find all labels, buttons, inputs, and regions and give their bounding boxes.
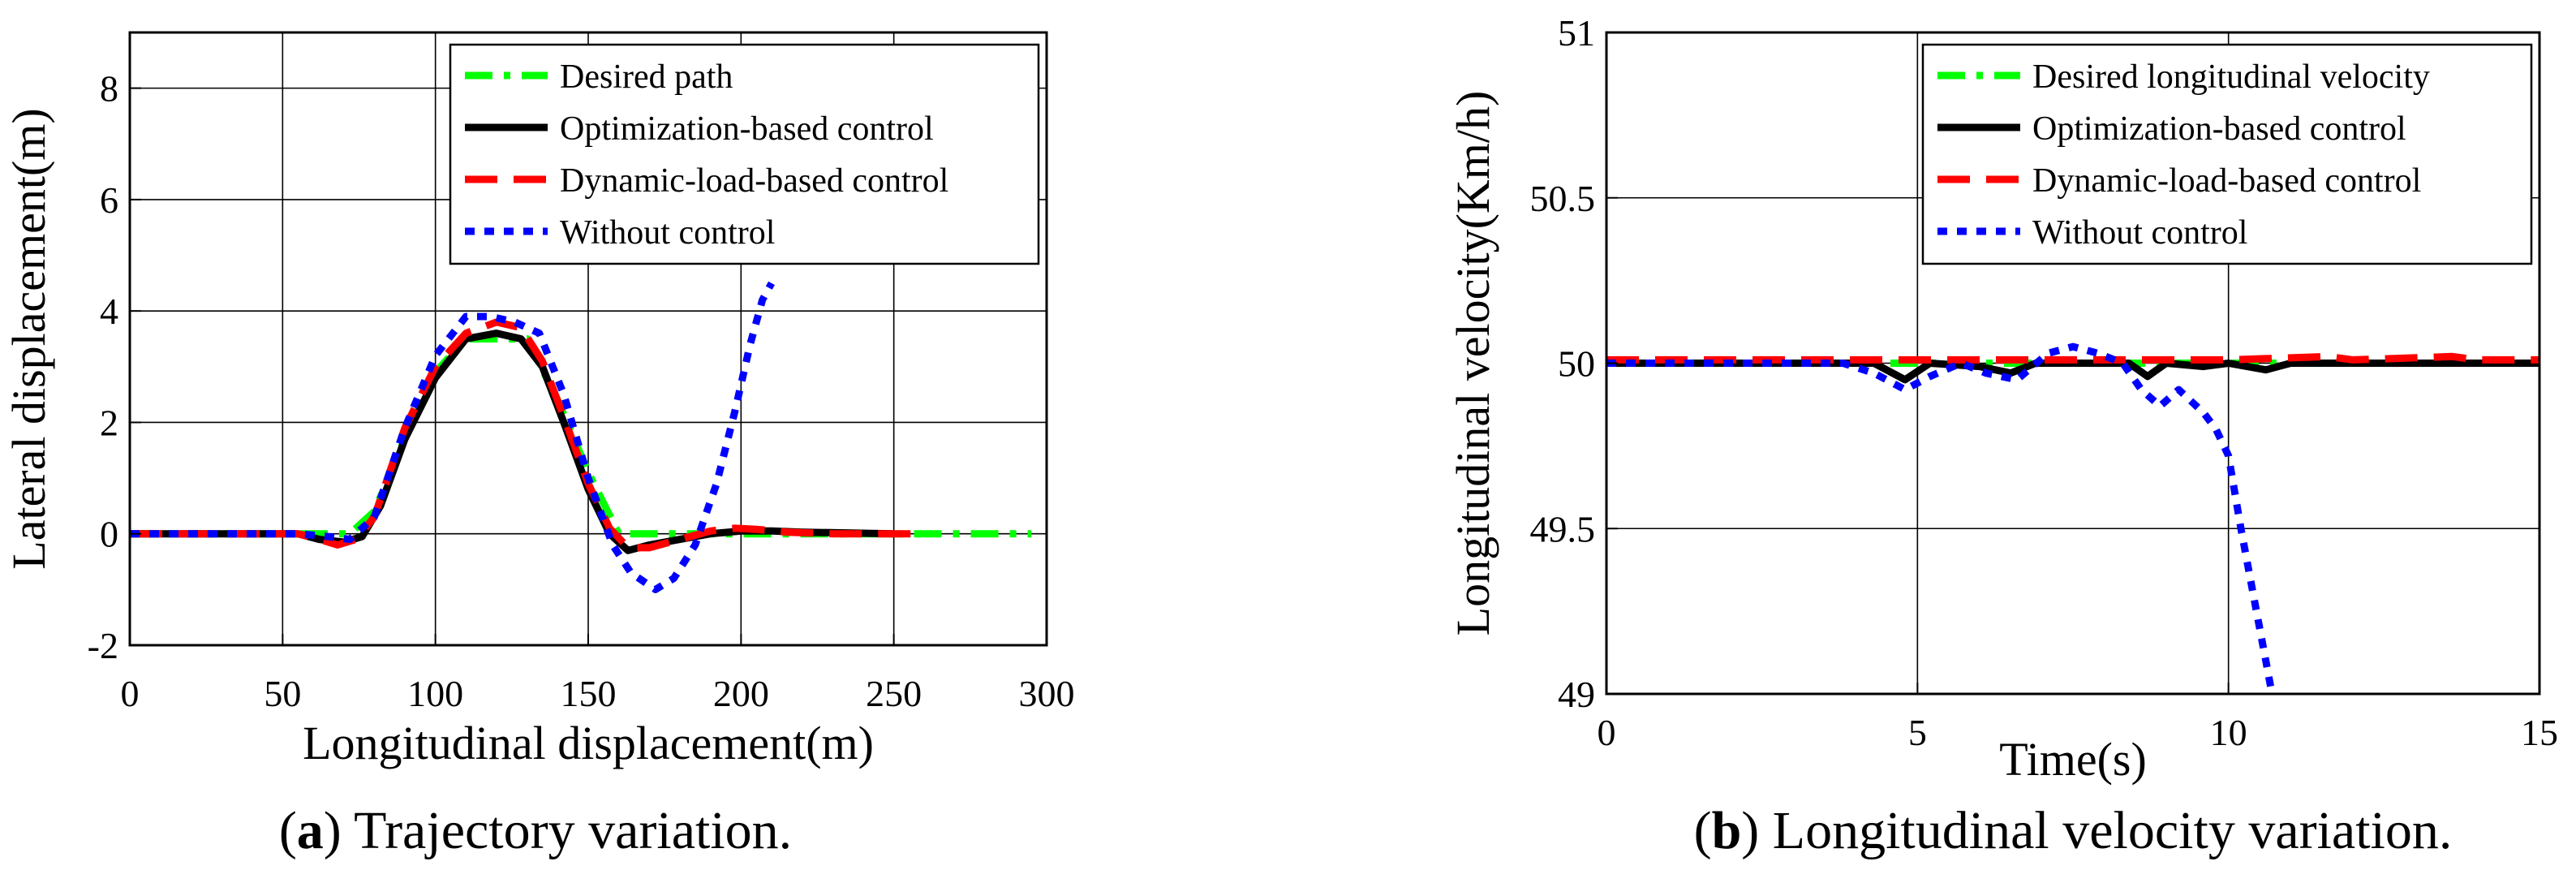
legend-label: Optimization-based control: [2032, 110, 2406, 148]
x-tick-label: 0: [121, 673, 140, 714]
caption-paren-open: (: [1694, 801, 1712, 860]
y-tick-label: 50.5: [1530, 178, 1596, 219]
caption-letter: a: [297, 801, 324, 860]
legend-label: Optimization-based control: [560, 110, 934, 148]
series-line-without-control: [1606, 342, 2276, 694]
x-tick-label: 100: [407, 673, 463, 714]
legend-box: [1921, 43, 2533, 265]
y-tick-label: 0: [100, 514, 118, 555]
caption-letter: b: [1712, 801, 1742, 860]
y-axis-label: Lateral displacement(m): [2, 108, 55, 569]
legend-label: Without control: [2032, 214, 2247, 252]
legend-box: [449, 43, 1040, 265]
y-tick-label: 51: [1558, 12, 1595, 54]
x-axis-label: Longitudinal displacement(m): [303, 717, 874, 769]
caption-paren-open: (: [279, 801, 297, 860]
legend-label: Without control: [560, 214, 775, 252]
x-tick-label: 15: [2521, 712, 2558, 753]
y-tick-label: 49: [1558, 674, 1595, 715]
y-tick-label: -2: [88, 625, 118, 666]
x-tick-label: 150: [561, 673, 617, 714]
caption-text: ) Trajectory variation.: [324, 801, 792, 860]
x-tick-label: 0: [1598, 712, 1616, 753]
x-axis-label: Time(s): [1999, 733, 2147, 786]
y-tick-label: 2: [100, 402, 118, 443]
legend-label: Dynamic-load-based control: [2032, 162, 2421, 200]
y-tick-label: 4: [100, 291, 118, 332]
chart-longitudinal-velocity-variation: 0 5 10 15 49 49.5 50 50.5 51 Time(s) Longitudinal …: [1447, 12, 2558, 860]
x-tick-label: 5: [1908, 712, 1927, 753]
x-tick-label: 200: [713, 673, 769, 714]
x-tick-label: 250: [866, 673, 922, 714]
y-tick-label: 6: [100, 179, 118, 221]
figure-caption: (b) Longitudinal velocity variation.: [1694, 801, 2453, 860]
y-axis-label: Longitudinal velocity(Km/h): [1447, 91, 1499, 636]
legend-label: Desired path: [560, 58, 733, 96]
x-tick-label: 10: [2210, 712, 2247, 753]
series-line-dynamic-load-based-control: [1606, 352, 2539, 364]
x-tick-label: 50: [264, 673, 301, 714]
figure-caption: (a) Trajectory variation.: [279, 801, 792, 860]
legend-label: Dynamic-load-based control: [560, 162, 948, 200]
y-tick-label: 50: [1558, 343, 1595, 385]
x-tick-label: 300: [1019, 673, 1075, 714]
y-tick-label: 49.5: [1530, 508, 1596, 549]
legend-label: Desired longitudinal velocity: [2032, 58, 2430, 96]
y-tick-label: 8: [100, 68, 118, 110]
series-line-without-control: [130, 281, 775, 593]
caption-text: ) Longitudinal velocity variation.: [1741, 801, 2452, 860]
